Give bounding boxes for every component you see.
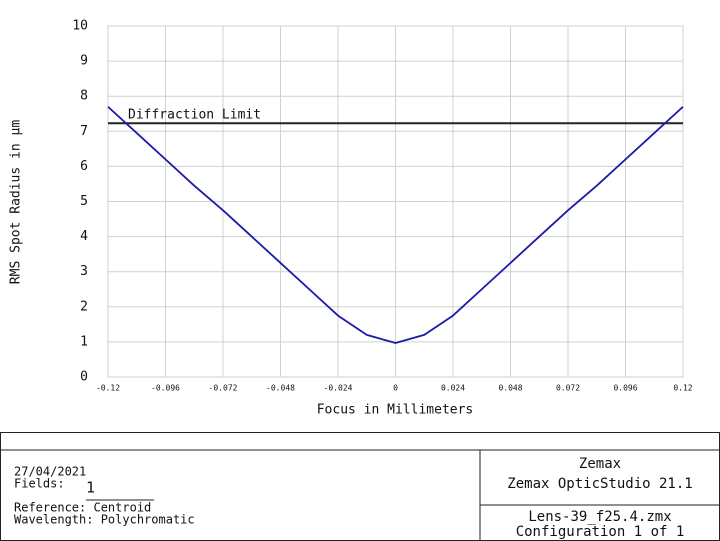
x-tick-label: 0.072 <box>556 384 580 393</box>
y-tick-label: 4 <box>80 229 88 244</box>
footer-wavelength: Wavelength: Polychromatic <box>14 513 195 527</box>
x-tick-label: -0.024 <box>324 384 353 393</box>
x-tick-label: 0 <box>393 384 398 393</box>
data-line <box>107 106 684 344</box>
y-tick-label: 0 <box>80 370 88 385</box>
x-tick-label: 0.048 <box>498 384 522 393</box>
y-tick-label: 8 <box>80 89 88 104</box>
y-tick-label: 5 <box>80 194 88 209</box>
y-tick-label: 7 <box>80 124 88 139</box>
y-tick-label: 6 <box>80 159 88 174</box>
footer-file: Lens-39_f25.4.zmx <box>528 509 671 525</box>
x-tick-label: 0.096 <box>613 384 637 393</box>
x-tick-label: 0.12 <box>673 384 692 393</box>
y-tick-label: 1 <box>80 334 88 349</box>
x-tick-label: -0.048 <box>266 384 295 393</box>
footer-company: Zemax <box>579 456 621 472</box>
x-axis-label: Focus in Millimeters <box>317 403 474 418</box>
footer-fields-value: 1 <box>86 479 95 497</box>
footer-date: 27/04/2021 <box>14 465 86 479</box>
x-tick-label: 0.024 <box>441 384 465 393</box>
y-tick-label: 3 <box>80 264 88 279</box>
x-tick-label: -0.072 <box>209 384 238 393</box>
x-tick-label: -0.12 <box>96 384 120 393</box>
x-tick-label: -0.096 <box>151 384 180 393</box>
y-tick-label: 9 <box>80 54 88 69</box>
y-tick-label: 2 <box>80 299 88 314</box>
footer-configuration: Configuration 1 of 1 <box>516 524 685 540</box>
footer-fields-label: Fields: <box>14 477 65 491</box>
footer-product: Zemax OpticStudio 21.1 <box>507 476 692 492</box>
y-axis-label: RMS Spot Radius in µm <box>9 120 24 285</box>
footer-reference: Reference: Centroid <box>14 501 151 515</box>
diffraction-limit-label: Diffraction Limit <box>128 108 261 123</box>
y-tick-label: 10 <box>72 19 88 34</box>
